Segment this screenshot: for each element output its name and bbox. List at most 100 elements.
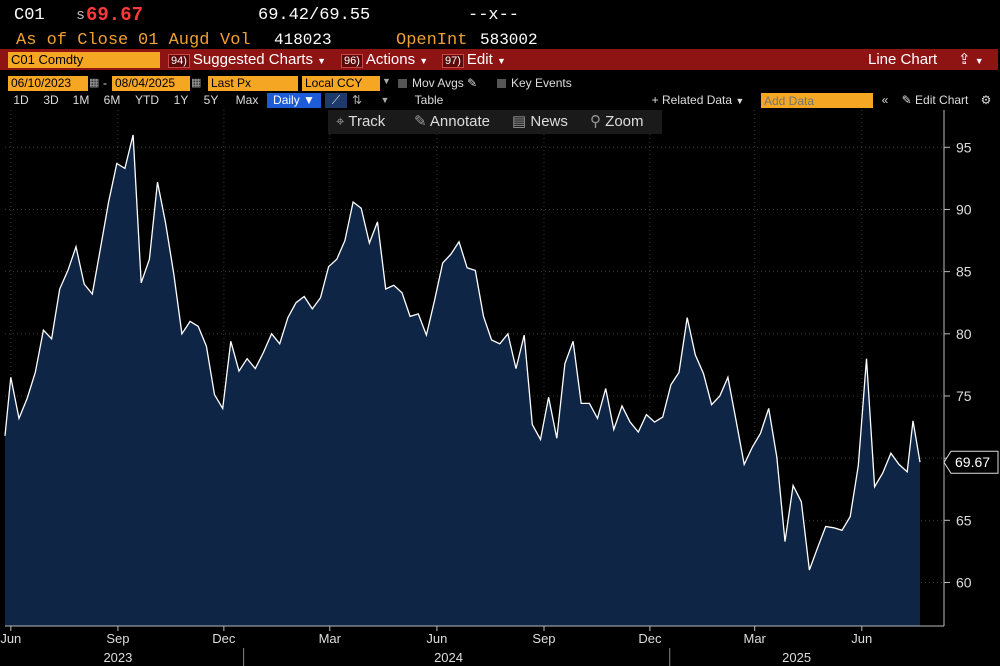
bid-ask: 69.42/69.55 xyxy=(258,6,371,25)
x-tick-label: Jun xyxy=(0,631,21,646)
period-button-1y[interactable]: 1Y xyxy=(173,93,189,107)
y-tick-label: 85 xyxy=(956,264,972,280)
actions-label: Actions xyxy=(365,51,416,68)
edit-label: Edit xyxy=(466,51,493,68)
openint-label: OpenInt xyxy=(396,31,468,50)
vol-label: Vol xyxy=(220,31,251,50)
period-row: 1D 3D 1M 6M YTD 1Y 5Y Max Daily ▼ ⟋ ⇅ ▼ Table +… xyxy=(0,92,1000,109)
calendar-icon[interactable]: ▦ xyxy=(191,77,202,89)
y-tick-label: 80 xyxy=(956,326,972,342)
chart-tools-bar: ⌖ Track ✎ Annotate ▤ News ⚲ Zoom xyxy=(328,110,662,134)
date-separator: - xyxy=(103,76,107,90)
x-year-label: 2023 xyxy=(103,650,132,665)
end-date-field[interactable]: 08/04/2025 xyxy=(112,76,190,91)
period-button-max[interactable]: Max xyxy=(235,93,259,107)
suggested-charts-button[interactable]: 94) Suggested Charts ▼ xyxy=(168,49,326,70)
dropdown-arrow-icon: ▼ xyxy=(317,56,327,66)
gear-icon[interactable]: ⚙ xyxy=(980,93,992,107)
suggested-label: Suggested Charts xyxy=(192,51,313,68)
last-price-box xyxy=(943,450,999,474)
collapse-icon[interactable]: « xyxy=(881,93,889,107)
chart-type-label: Line Chart xyxy=(868,51,938,68)
actions-button[interactable]: 96) Actions ▼ xyxy=(341,49,428,70)
currency-select[interactable]: Local CCY xyxy=(302,76,380,91)
x-tick-label: Jun xyxy=(426,631,447,646)
openint-value: 583002 xyxy=(480,31,538,49)
last-price-tag: 69.67 xyxy=(943,450,999,474)
key-events-label: Key Events xyxy=(511,76,572,90)
x-tick-label: Sep xyxy=(532,631,555,646)
x-tick-label: Dec xyxy=(638,631,662,646)
x-year-label: 2025 xyxy=(782,650,811,665)
news-label: News xyxy=(530,113,568,130)
line-style-icon[interactable]: ⟋ xyxy=(325,93,347,108)
magnifier-icon: ⚲ xyxy=(590,113,601,130)
crosshair-icon: ⌖ xyxy=(336,113,345,130)
chart-type-button[interactable]: Line Chart xyxy=(868,49,937,70)
quote-header: C01 s 69.67 69.42/69.55 --x-- xyxy=(0,0,1000,28)
price-area xyxy=(5,134,920,626)
dropdown-arrow-icon: ▼ xyxy=(496,56,506,66)
y-tick-label: 60 xyxy=(956,574,972,590)
security-field[interactable]: C01 Comdty xyxy=(8,52,160,68)
x-axis: Jun Sep Dec Mar Jun Sep Dec Mar Jun 2023 2024 2025 xyxy=(0,625,944,666)
mov-avgs-label: Mov Avgs xyxy=(412,76,464,90)
last-prefix: s xyxy=(76,7,86,24)
related-data-button[interactable]: + Related Data ▼ xyxy=(651,93,745,107)
ticker: C01 xyxy=(14,6,45,25)
quote-subheader: As of Close 01 Augd Vol 418023 OpenInt 5… xyxy=(0,28,1000,50)
zoom-label: Zoom xyxy=(605,113,644,130)
dropdown-arrow-icon[interactable]: ▼ xyxy=(382,76,391,86)
x-tick-label: Mar xyxy=(743,631,766,646)
pencil-icon: ✎ xyxy=(414,113,427,130)
last-price: 69.67 xyxy=(86,4,144,26)
chart-settings-row: 06/10/2023 ▦ - 08/04/2025 ▦ Last Px Loca… xyxy=(0,76,1000,92)
price-change: --x-- xyxy=(468,6,520,25)
track-label: Track xyxy=(348,113,386,130)
contract-label: 01 Augd xyxy=(138,31,210,50)
period-button-3d[interactable]: 3D xyxy=(43,93,59,107)
bar-style-icon[interactable]: ⇅ xyxy=(351,93,363,107)
period-button-5y[interactable]: 5Y xyxy=(203,93,219,107)
track-button[interactable]: ⌖ Track xyxy=(336,110,385,134)
main-toolbar: C01 Comdty 94) Suggested Charts ▼ 96) Acti… xyxy=(0,49,998,70)
suggested-num: 94) xyxy=(168,54,190,68)
edit-chart-button[interactable]: ✎ Edit Chart xyxy=(901,93,969,107)
export-icon[interactable]: ⇪ ▼ xyxy=(958,51,984,68)
mov-avgs-toggle[interactable]: Mov Avgs ✎ xyxy=(398,76,477,90)
y-tick-label: 90 xyxy=(956,201,972,217)
x-tick-label: Jun xyxy=(851,631,872,646)
period-button-ytd[interactable]: YTD xyxy=(135,93,159,107)
y-tick-label: 65 xyxy=(956,512,972,528)
related-data-label: + Related Data xyxy=(651,93,733,107)
annotate-label: Annotate xyxy=(429,113,490,130)
annotate-button[interactable]: ✎ Annotate xyxy=(414,110,490,134)
edit-button[interactable]: 97) Edit ▼ xyxy=(442,49,506,70)
checkbox-icon xyxy=(497,79,506,89)
x-tick-label: Sep xyxy=(106,631,129,646)
period-button-1m[interactable]: 1M xyxy=(72,93,90,107)
frequency-label: Daily xyxy=(273,93,300,107)
news-button[interactable]: ▤ News xyxy=(512,110,568,134)
table-button[interactable]: Table xyxy=(414,93,444,107)
calendar-icon[interactable]: ▦ xyxy=(89,77,100,89)
x-year-label: 2024 xyxy=(434,650,463,665)
price-line xyxy=(4,134,921,571)
y-tick-label: 75 xyxy=(956,388,972,404)
frequency-select[interactable]: Daily ▼ xyxy=(267,93,321,108)
x-tick-label: Dec xyxy=(212,631,236,646)
price-field-select[interactable]: Last Px xyxy=(208,76,298,91)
period-button-1d[interactable]: 1D xyxy=(13,93,29,107)
pencil-icon: ✎ xyxy=(467,76,478,90)
period-button-6m[interactable]: 6M xyxy=(103,93,121,107)
start-date-field[interactable]: 06/10/2023 xyxy=(8,76,88,91)
key-events-toggle[interactable]: Key Events xyxy=(497,76,572,90)
dropdown-arrow-icon[interactable]: ▼ xyxy=(380,95,390,105)
dropdown-arrow-icon: ▼ xyxy=(419,56,429,66)
vol-value: 418023 xyxy=(274,31,332,49)
actions-num: 96) xyxy=(341,54,363,68)
zoom-button[interactable]: ⚲ Zoom xyxy=(590,110,644,134)
add-data-input[interactable] xyxy=(761,93,873,108)
x-tick-label: Mar xyxy=(319,631,342,646)
